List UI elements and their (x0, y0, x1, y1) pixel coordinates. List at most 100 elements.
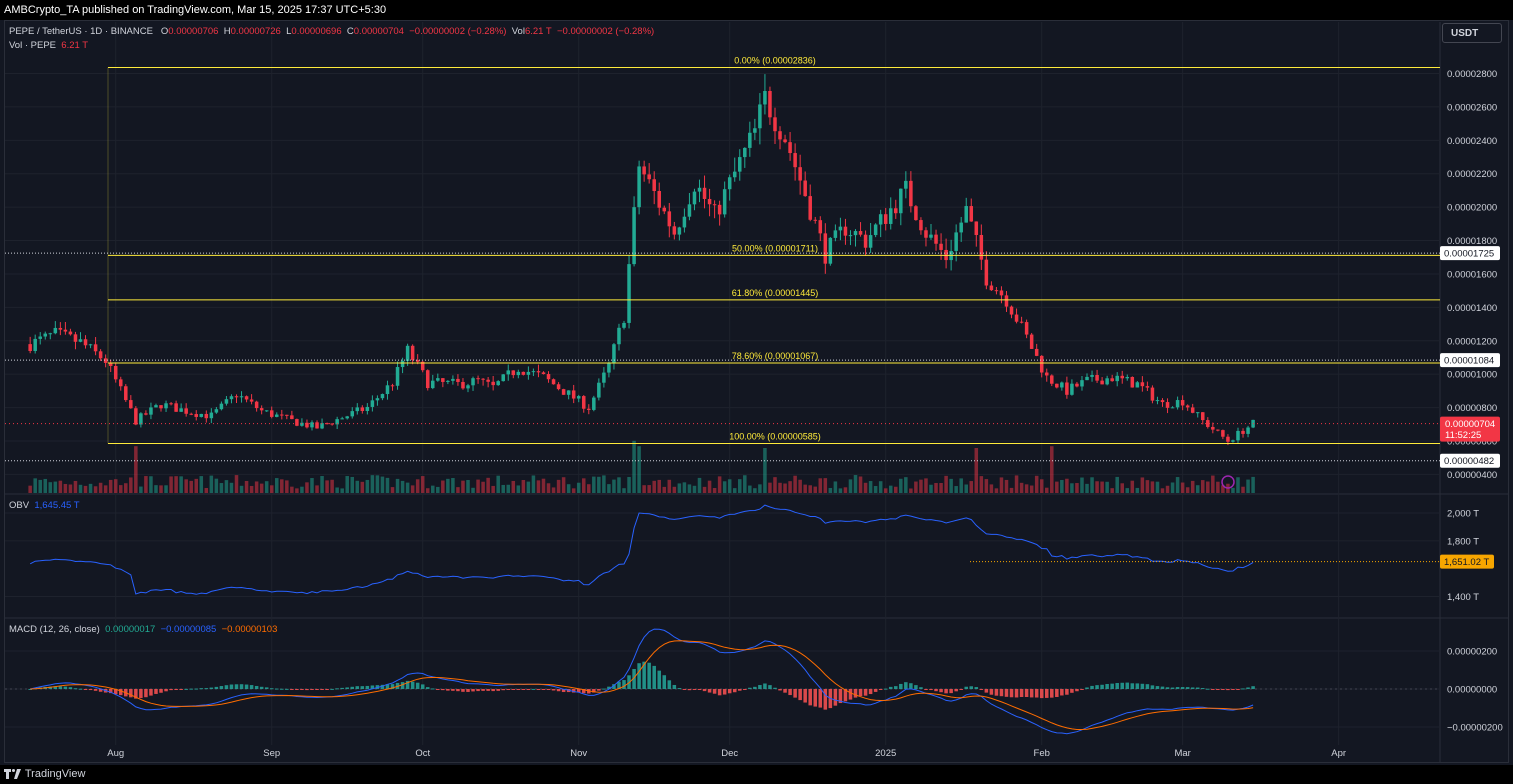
volume-bar (290, 486, 294, 493)
candle-body (88, 344, 93, 346)
volume-bar (134, 446, 138, 493)
candle-body (1085, 376, 1089, 381)
candle-body (934, 234, 938, 244)
candle-body (622, 322, 626, 328)
volume-legend-label[interactable]: Vol · PEPE (9, 40, 56, 51)
macd-histogram-bar (833, 689, 838, 706)
macd-legend-label[interactable]: MACD (12, 26, close) (9, 624, 100, 635)
volume-bar (506, 484, 511, 493)
volume-bar (1080, 477, 1084, 493)
macd-histogram-bar (1206, 688, 1210, 690)
macd-histogram-bar (189, 688, 193, 690)
candle-body (83, 339, 88, 346)
volume-bar (204, 487, 209, 493)
volume-bar (546, 483, 551, 493)
volume-bar (335, 487, 339, 493)
price-axis-tick: 0.00002800 (1447, 69, 1497, 80)
time-axis-tick: Oct (415, 748, 430, 759)
macd-histogram-bar (526, 689, 531, 690)
candle-body (1095, 375, 1099, 381)
macd-histogram-bar (184, 688, 188, 690)
macd-histogram-bar (410, 681, 415, 689)
macd-histogram-bar (838, 689, 843, 704)
macd-histogram-bar (481, 689, 485, 691)
volume-bar (904, 477, 908, 493)
candle-body (1160, 400, 1165, 403)
candle-body (335, 419, 339, 425)
candle-body (768, 90, 772, 118)
candle-body (1080, 380, 1084, 387)
macd-histogram-bar (476, 689, 480, 692)
candle-body (732, 171, 737, 178)
candle-body (1150, 387, 1155, 401)
candle-body (924, 230, 928, 238)
volume-bar (984, 479, 989, 493)
volume-bar (858, 476, 863, 493)
candle-body (113, 365, 118, 380)
candle-body (410, 345, 415, 361)
macd-histogram-bar (1185, 687, 1190, 689)
volume-bar (345, 476, 349, 493)
candle-body (798, 167, 802, 181)
macd-histogram-bar (647, 662, 651, 689)
volume-bar (1029, 485, 1034, 493)
macd-histogram-bar (169, 689, 173, 691)
time-axis-tick: Sep (263, 748, 280, 759)
macd-histogram-bar (1075, 689, 1079, 692)
macd-histogram-bar (380, 684, 385, 689)
macd-histogram-bar (310, 689, 314, 690)
price-axis-tick: 0.00001200 (1447, 336, 1497, 347)
macd-histogram-bar (1044, 689, 1049, 698)
candle-body (451, 378, 455, 381)
macd-histogram-bar (662, 675, 667, 689)
symbol-title[interactable]: PEPE / TetherUS · 1D · BINANCE (9, 26, 153, 37)
macd-histogram-bar (1140, 683, 1145, 689)
macd-histogram-bar (1055, 689, 1059, 697)
macd-histogram-bar (954, 689, 958, 692)
macd-histogram-bar (405, 680, 410, 689)
obv-axis-tick: 1,400 T (1447, 592, 1479, 603)
horizontal-level-badge (1440, 453, 1500, 468)
macd-axis-tick: 0.00000000 (1447, 685, 1497, 696)
macd-histogram-bar (254, 685, 259, 689)
macd-axis-tick: 0.00000200 (1447, 647, 1497, 658)
volume-bar (380, 476, 385, 493)
volume-bar (581, 478, 586, 493)
macd-histogram-bar (224, 685, 229, 689)
macd-histogram-bar (1100, 684, 1104, 689)
time-axis-tick: Nov (570, 748, 587, 759)
candle-body (481, 378, 485, 380)
candle-body (1195, 412, 1200, 414)
candle-body (1226, 436, 1230, 442)
candle-body (531, 371, 536, 373)
macd-histogram-bar (969, 686, 974, 689)
candle-body (863, 234, 868, 248)
fib-level-label: 78.60% (0.00001067) (732, 351, 819, 361)
macd-histogram-bar (400, 682, 405, 689)
macd-histogram-bar (506, 689, 511, 690)
macd-histogram-bar (1080, 689, 1084, 690)
candle-body (365, 406, 370, 411)
macd-histogram-bar (581, 689, 586, 694)
macd-histogram-bar (853, 689, 858, 698)
replay-icon[interactable] (1221, 475, 1235, 489)
volume-bar (1085, 483, 1089, 493)
macd-histogram-bar (129, 689, 133, 698)
tradingview-logo[interactable]: TradingView (4, 765, 85, 784)
volume-bar (1246, 479, 1250, 493)
candle-body (677, 227, 682, 235)
macd-histogram-bar (239, 684, 244, 689)
macd-histogram-bar (607, 686, 611, 689)
candle-body (1060, 382, 1064, 388)
macd-histogram-bar (154, 689, 158, 694)
macd-histogram-bar (446, 689, 450, 691)
macd-histogram-bar (264, 687, 269, 689)
candle-body (743, 147, 747, 158)
macd-histogram-bar (823, 689, 828, 710)
macd-histogram-bar (1165, 687, 1170, 689)
macd-histogram-bar (420, 684, 425, 689)
obv-legend-label[interactable]: OBV (9, 500, 30, 511)
volume-bar (566, 484, 571, 493)
currency-button[interactable]: USDT (1442, 23, 1502, 43)
